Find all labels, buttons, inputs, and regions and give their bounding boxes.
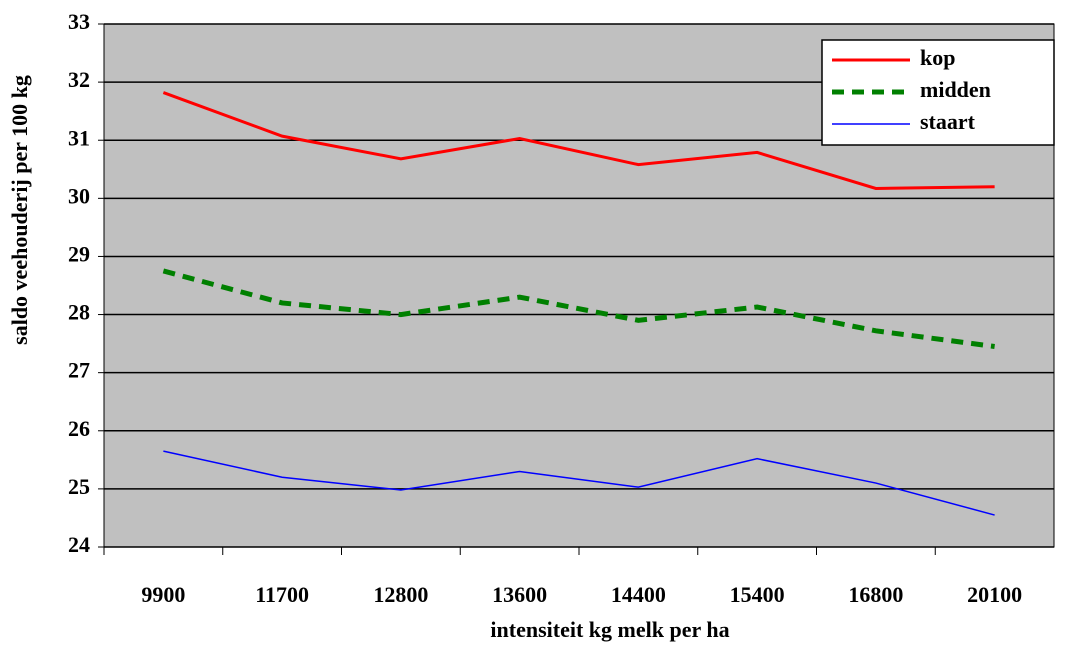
y-tick-label: 27 bbox=[68, 358, 90, 383]
y-tick-label: 26 bbox=[68, 416, 90, 441]
x-tick-label: 16800 bbox=[848, 582, 903, 607]
x-tick-label: 20100 bbox=[967, 582, 1022, 607]
y-tick-label: 24 bbox=[68, 532, 90, 557]
x-tick-label: 15400 bbox=[730, 582, 785, 607]
legend-label: staart bbox=[920, 109, 976, 134]
y-tick-label: 30 bbox=[68, 183, 90, 208]
x-tick-label: 9900 bbox=[141, 582, 185, 607]
x-tick-label: 14400 bbox=[611, 582, 666, 607]
legend-label: midden bbox=[920, 77, 991, 102]
series-line bbox=[163, 450, 995, 516]
y-axis-label: saldo veehouderij per 100 kg bbox=[7, 75, 32, 345]
y-tick-label: 32 bbox=[68, 67, 90, 92]
y-tick-label: 25 bbox=[68, 474, 90, 499]
x-tick-label: 12800 bbox=[373, 582, 428, 607]
legend-label: kop bbox=[920, 45, 955, 70]
x-tick-label: 11700 bbox=[255, 582, 309, 607]
series-line bbox=[162, 91, 995, 190]
y-tick-label: 28 bbox=[68, 300, 90, 325]
legend-box bbox=[821, 39, 1055, 146]
x-axis-label: intensiteit kg melk per ha bbox=[490, 617, 729, 642]
x-tick-label: 13600 bbox=[492, 582, 547, 607]
y-tick-label: 29 bbox=[68, 241, 90, 266]
y-tick-label: 33 bbox=[68, 9, 90, 34]
y-tick-label: 31 bbox=[68, 125, 90, 150]
series-line bbox=[162, 268, 995, 349]
